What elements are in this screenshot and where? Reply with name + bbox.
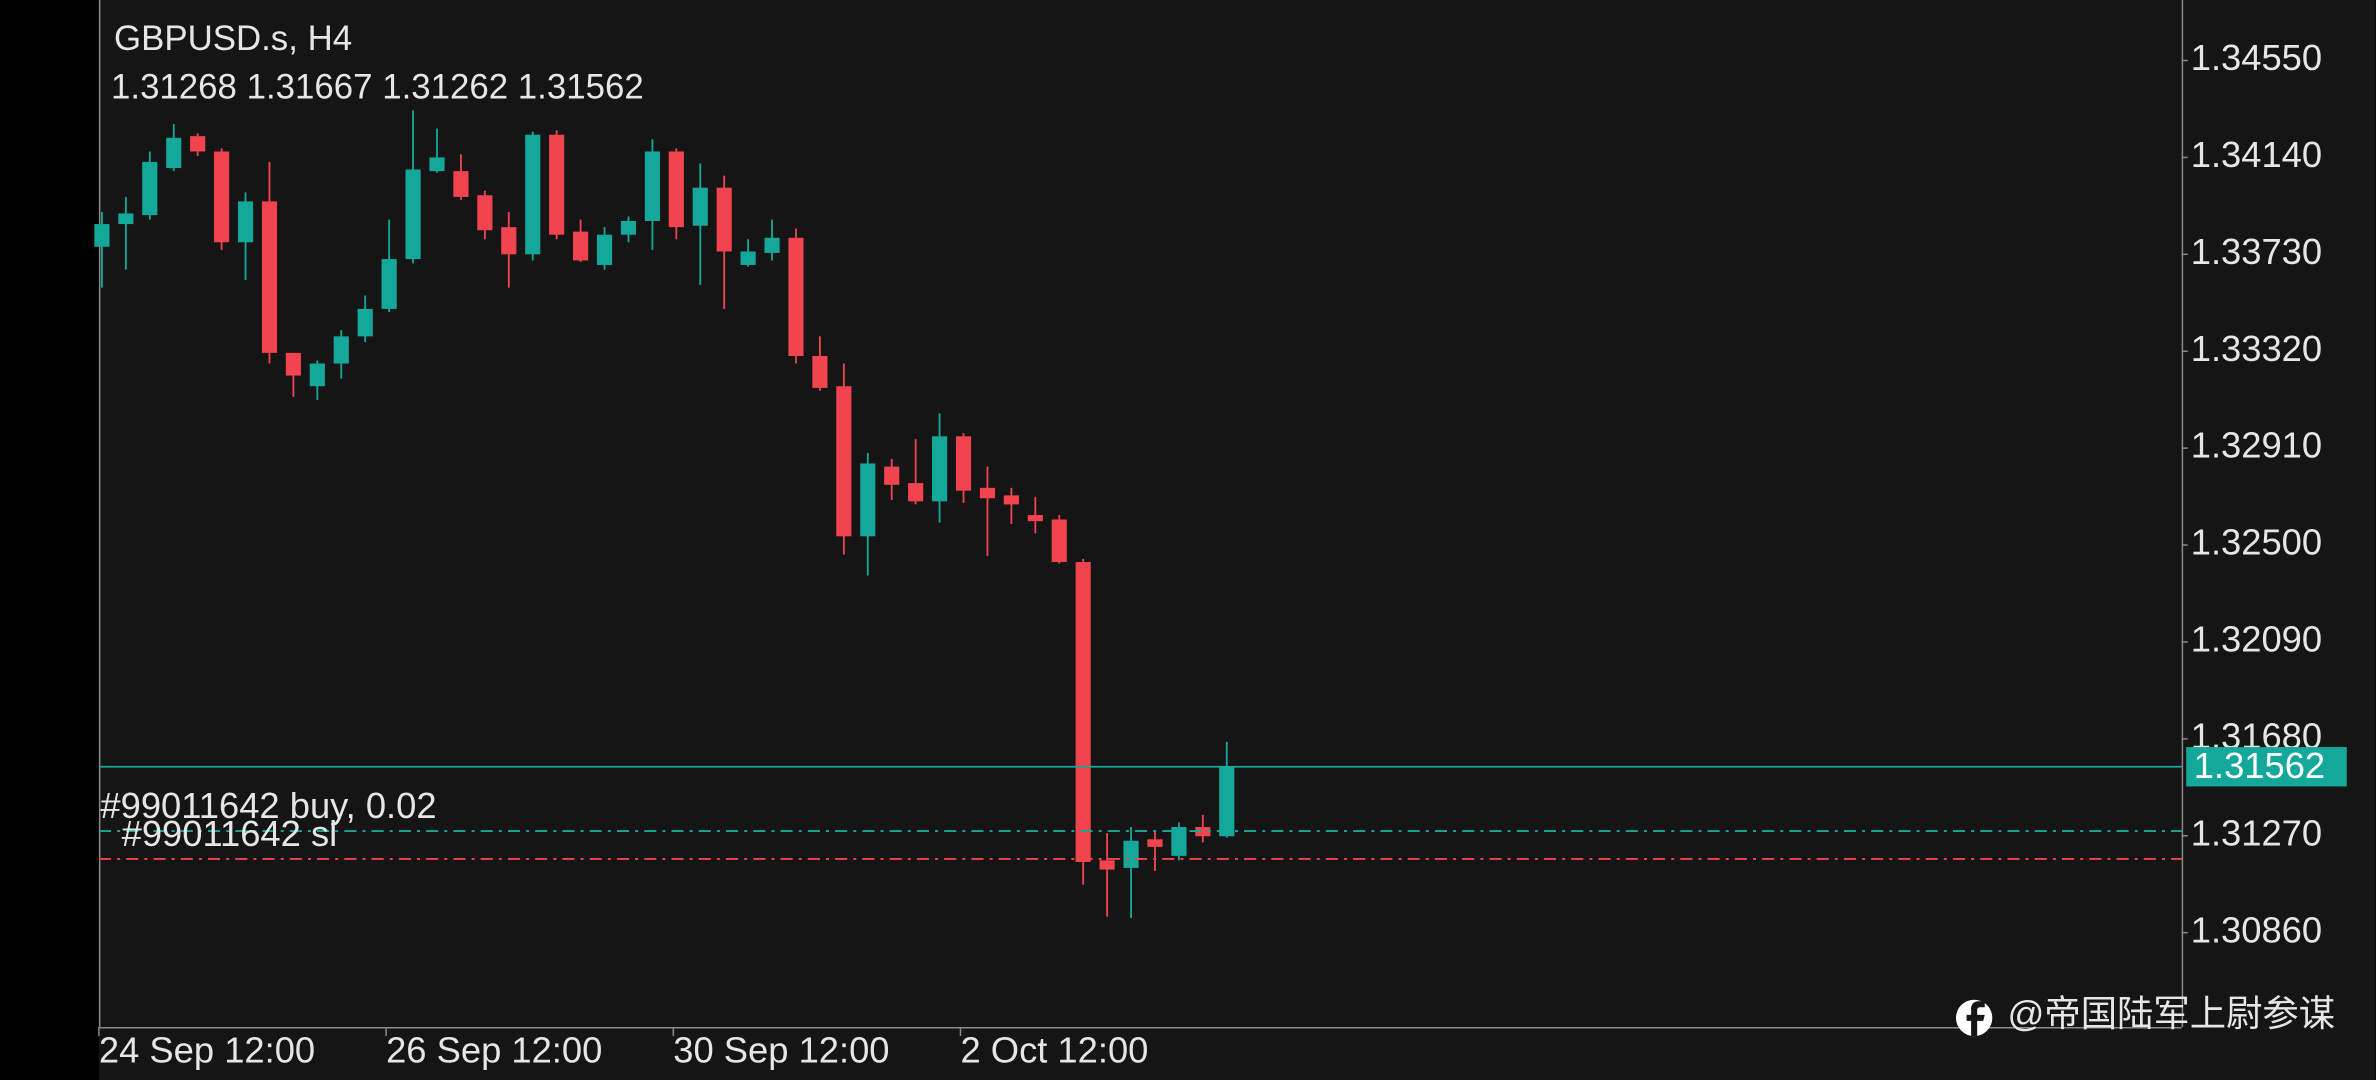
candle-body — [405, 169, 421, 260]
x-tick-label: 26 Sep 12:00 — [386, 1029, 602, 1070]
candle-body — [812, 355, 828, 388]
candle-body — [1099, 860, 1115, 870]
candle-body — [1075, 562, 1091, 863]
plot-background — [98, 0, 2376, 1080]
candle-body — [668, 151, 684, 228]
candle-body — [214, 151, 230, 243]
candle-body — [237, 201, 254, 243]
order-label: #99011642 buy, 0.02 — [100, 785, 436, 826]
marks — [94, 110, 1235, 919]
candle-body — [1027, 515, 1043, 522]
candle-body — [477, 195, 493, 231]
y-tick-label: 1.34140 — [2191, 134, 2322, 175]
candle-body — [644, 151, 660, 221]
candle-body — [692, 187, 708, 226]
watermark-icon-f — [1966, 1001, 1985, 1037]
order-label: #99011642 sl — [122, 813, 338, 854]
candle-body — [166, 137, 182, 169]
candle-body — [1123, 840, 1139, 868]
candle-body — [333, 336, 349, 364]
y-tick-label: 1.31270 — [2191, 812, 2322, 853]
candle-body — [285, 352, 301, 376]
x-tick-label: 24 Sep 12:00 — [99, 1029, 315, 1070]
candle-body — [429, 157, 445, 172]
candle-body — [860, 463, 876, 537]
ohlc-close: 1.31562 — [518, 68, 644, 107]
candle-body — [1219, 766, 1235, 837]
candle-body — [381, 259, 397, 309]
candle-body — [620, 220, 637, 235]
candle-body — [1003, 495, 1019, 505]
candle-body — [94, 224, 110, 247]
price-tag — [2186, 747, 2347, 787]
candle-body — [453, 171, 469, 197]
y-tick-label: 1.33320 — [2191, 328, 2322, 369]
y-tick-label: 1.32090 — [2191, 619, 2322, 660]
candle-body — [190, 136, 206, 152]
candle-body — [142, 161, 158, 216]
candle-body — [357, 308, 373, 337]
watermark-text: @帝国陆军上尉参谋 — [2007, 993, 2335, 1034]
price-tag-label: 1.31562 — [2194, 745, 2325, 786]
y-tick-label: 1.34550 — [2191, 37, 2322, 78]
ohlc-header: 1.31268 1.31667 1.31262 1.31562 — [111, 68, 644, 107]
y-tick-label: 1.33730 — [2191, 231, 2322, 272]
candle-body — [1195, 827, 1211, 837]
candle-body — [836, 386, 852, 537]
candle-body — [740, 251, 756, 265]
y-tick-label: 1.32500 — [2191, 522, 2322, 563]
candle-body — [1171, 827, 1187, 856]
candle-body — [573, 231, 589, 261]
y-tick-label: 1.32910 — [2191, 425, 2322, 466]
candle-body — [1147, 839, 1163, 847]
candle-body — [261, 201, 278, 353]
candle-body — [549, 134, 565, 235]
x-tick-label: 2 Oct 12:00 — [960, 1029, 1148, 1070]
candle-body — [596, 234, 613, 265]
candle-body — [118, 213, 134, 225]
candle-body — [932, 436, 948, 502]
ohlc-open: 1.31268 — [111, 68, 237, 107]
watermark: @帝国陆军上尉参谋 — [1955, 993, 2335, 1037]
ohlc-low: 1.31262 — [382, 68, 508, 107]
candle-body — [884, 466, 900, 485]
candle-body — [955, 436, 972, 491]
x-tick-label: 30 Sep 12:00 — [673, 1029, 889, 1070]
candle-body — [525, 134, 541, 255]
candle-body — [764, 237, 780, 253]
candle-body — [788, 237, 804, 356]
y-tick-label: 1.30860 — [2191, 909, 2322, 950]
candle-body — [716, 187, 732, 252]
ohlc-high: 1.31667 — [247, 68, 373, 107]
candle-body — [501, 227, 517, 255]
candle-body — [309, 363, 325, 387]
chart-title: GBPUSD.s, H4 — [114, 19, 352, 58]
candle-body — [908, 483, 924, 502]
candle-body — [979, 487, 996, 499]
candle-body — [1051, 519, 1067, 563]
